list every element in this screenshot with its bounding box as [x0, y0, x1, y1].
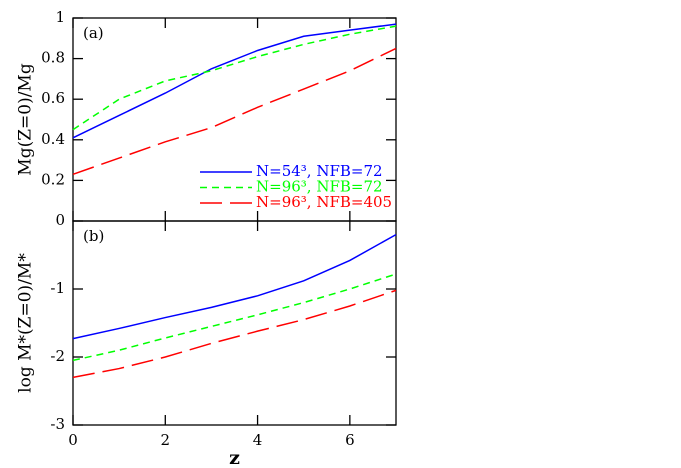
- x-tick-label: 0: [68, 431, 78, 449]
- data-line: [72, 25, 397, 131]
- panel-label: (a): [83, 24, 104, 42]
- y-tick-label: 0.8: [41, 49, 65, 67]
- y-tick-label: -3: [50, 415, 65, 433]
- y-tick-label: 0.4: [41, 130, 65, 148]
- y-tick-label: 1: [55, 8, 65, 26]
- data-line: [72, 47, 397, 176]
- legend-label: N=96³, NFB=405: [256, 193, 392, 211]
- x-tick-label: 4: [253, 431, 263, 449]
- y-axis-label: Mg(Z=0)/Mg: [16, 63, 36, 176]
- data-line: [72, 273, 397, 362]
- x-tick-label: 2: [161, 431, 171, 449]
- legend-label: N=96³, NFB=72: [256, 178, 383, 196]
- x-tick-label: 6: [345, 431, 355, 449]
- legend-label: N=54³, NFB=72: [256, 162, 383, 180]
- data-line: [72, 233, 397, 340]
- x-axis-label: z: [229, 447, 240, 468]
- data-line: [72, 289, 397, 379]
- y-tick-label: 0: [55, 211, 65, 229]
- plot-frame: [72, 220, 397, 426]
- panel-label: (b): [83, 227, 104, 245]
- y-tick-label: 0.6: [41, 89, 65, 107]
- y-tick-label: -1: [50, 279, 65, 297]
- y-axis-label: log M*(Z=0)/M*: [16, 253, 36, 393]
- data-line: [72, 23, 397, 139]
- y-tick-label: -2: [50, 347, 65, 365]
- y-tick-label: 0.2: [41, 170, 65, 188]
